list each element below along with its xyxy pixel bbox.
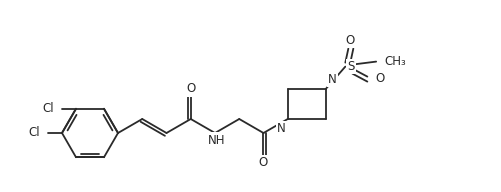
Text: O: O	[375, 72, 384, 85]
Text: S: S	[347, 60, 354, 73]
Text: Cl: Cl	[29, 127, 40, 140]
Text: NH: NH	[208, 133, 225, 146]
Text: O: O	[345, 34, 354, 47]
Text: O: O	[259, 156, 268, 170]
Text: Cl: Cl	[42, 102, 54, 115]
Text: CH₃: CH₃	[383, 55, 405, 68]
Text: O: O	[186, 83, 195, 95]
Text: N: N	[327, 73, 336, 86]
Text: N: N	[277, 122, 285, 135]
